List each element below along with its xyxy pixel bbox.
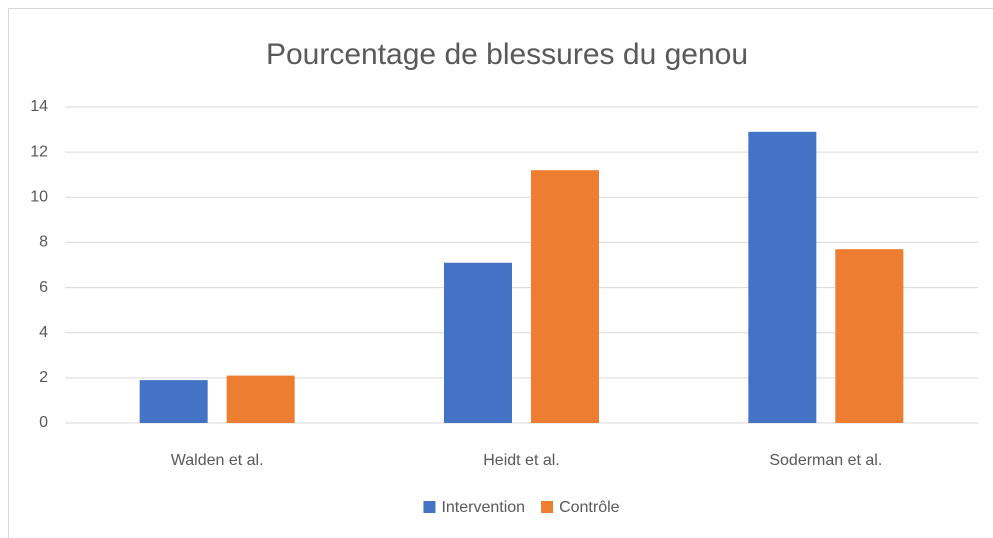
y-tick-label: 6 [39,279,48,296]
bar [444,262,512,423]
x-tick-label: Soderman et al. [769,452,882,469]
y-tick-label: 12 [30,143,48,160]
legend-swatch [423,501,436,513]
legend-swatch [541,501,554,513]
y-tick-label: 2 [39,369,48,386]
x-tick-label: Walden et al. [171,452,264,469]
y-tick-label: 10 [30,189,48,206]
y-tick-label: 4 [39,324,48,341]
chart-title: Pourcentage de blessures du genou [266,38,748,71]
bar [226,375,295,423]
bar [835,249,904,423]
y-tick-label: 0 [39,414,48,431]
x-tick-label: Heidt et al. [483,452,559,469]
y-tick-label: 8 [39,234,48,251]
bar [531,170,599,423]
y-tick-label: 14 [30,98,48,115]
legend-label: Contrôle [559,499,620,516]
legend-label: Intervention [441,499,525,516]
bar [139,380,208,423]
bar [748,131,817,424]
